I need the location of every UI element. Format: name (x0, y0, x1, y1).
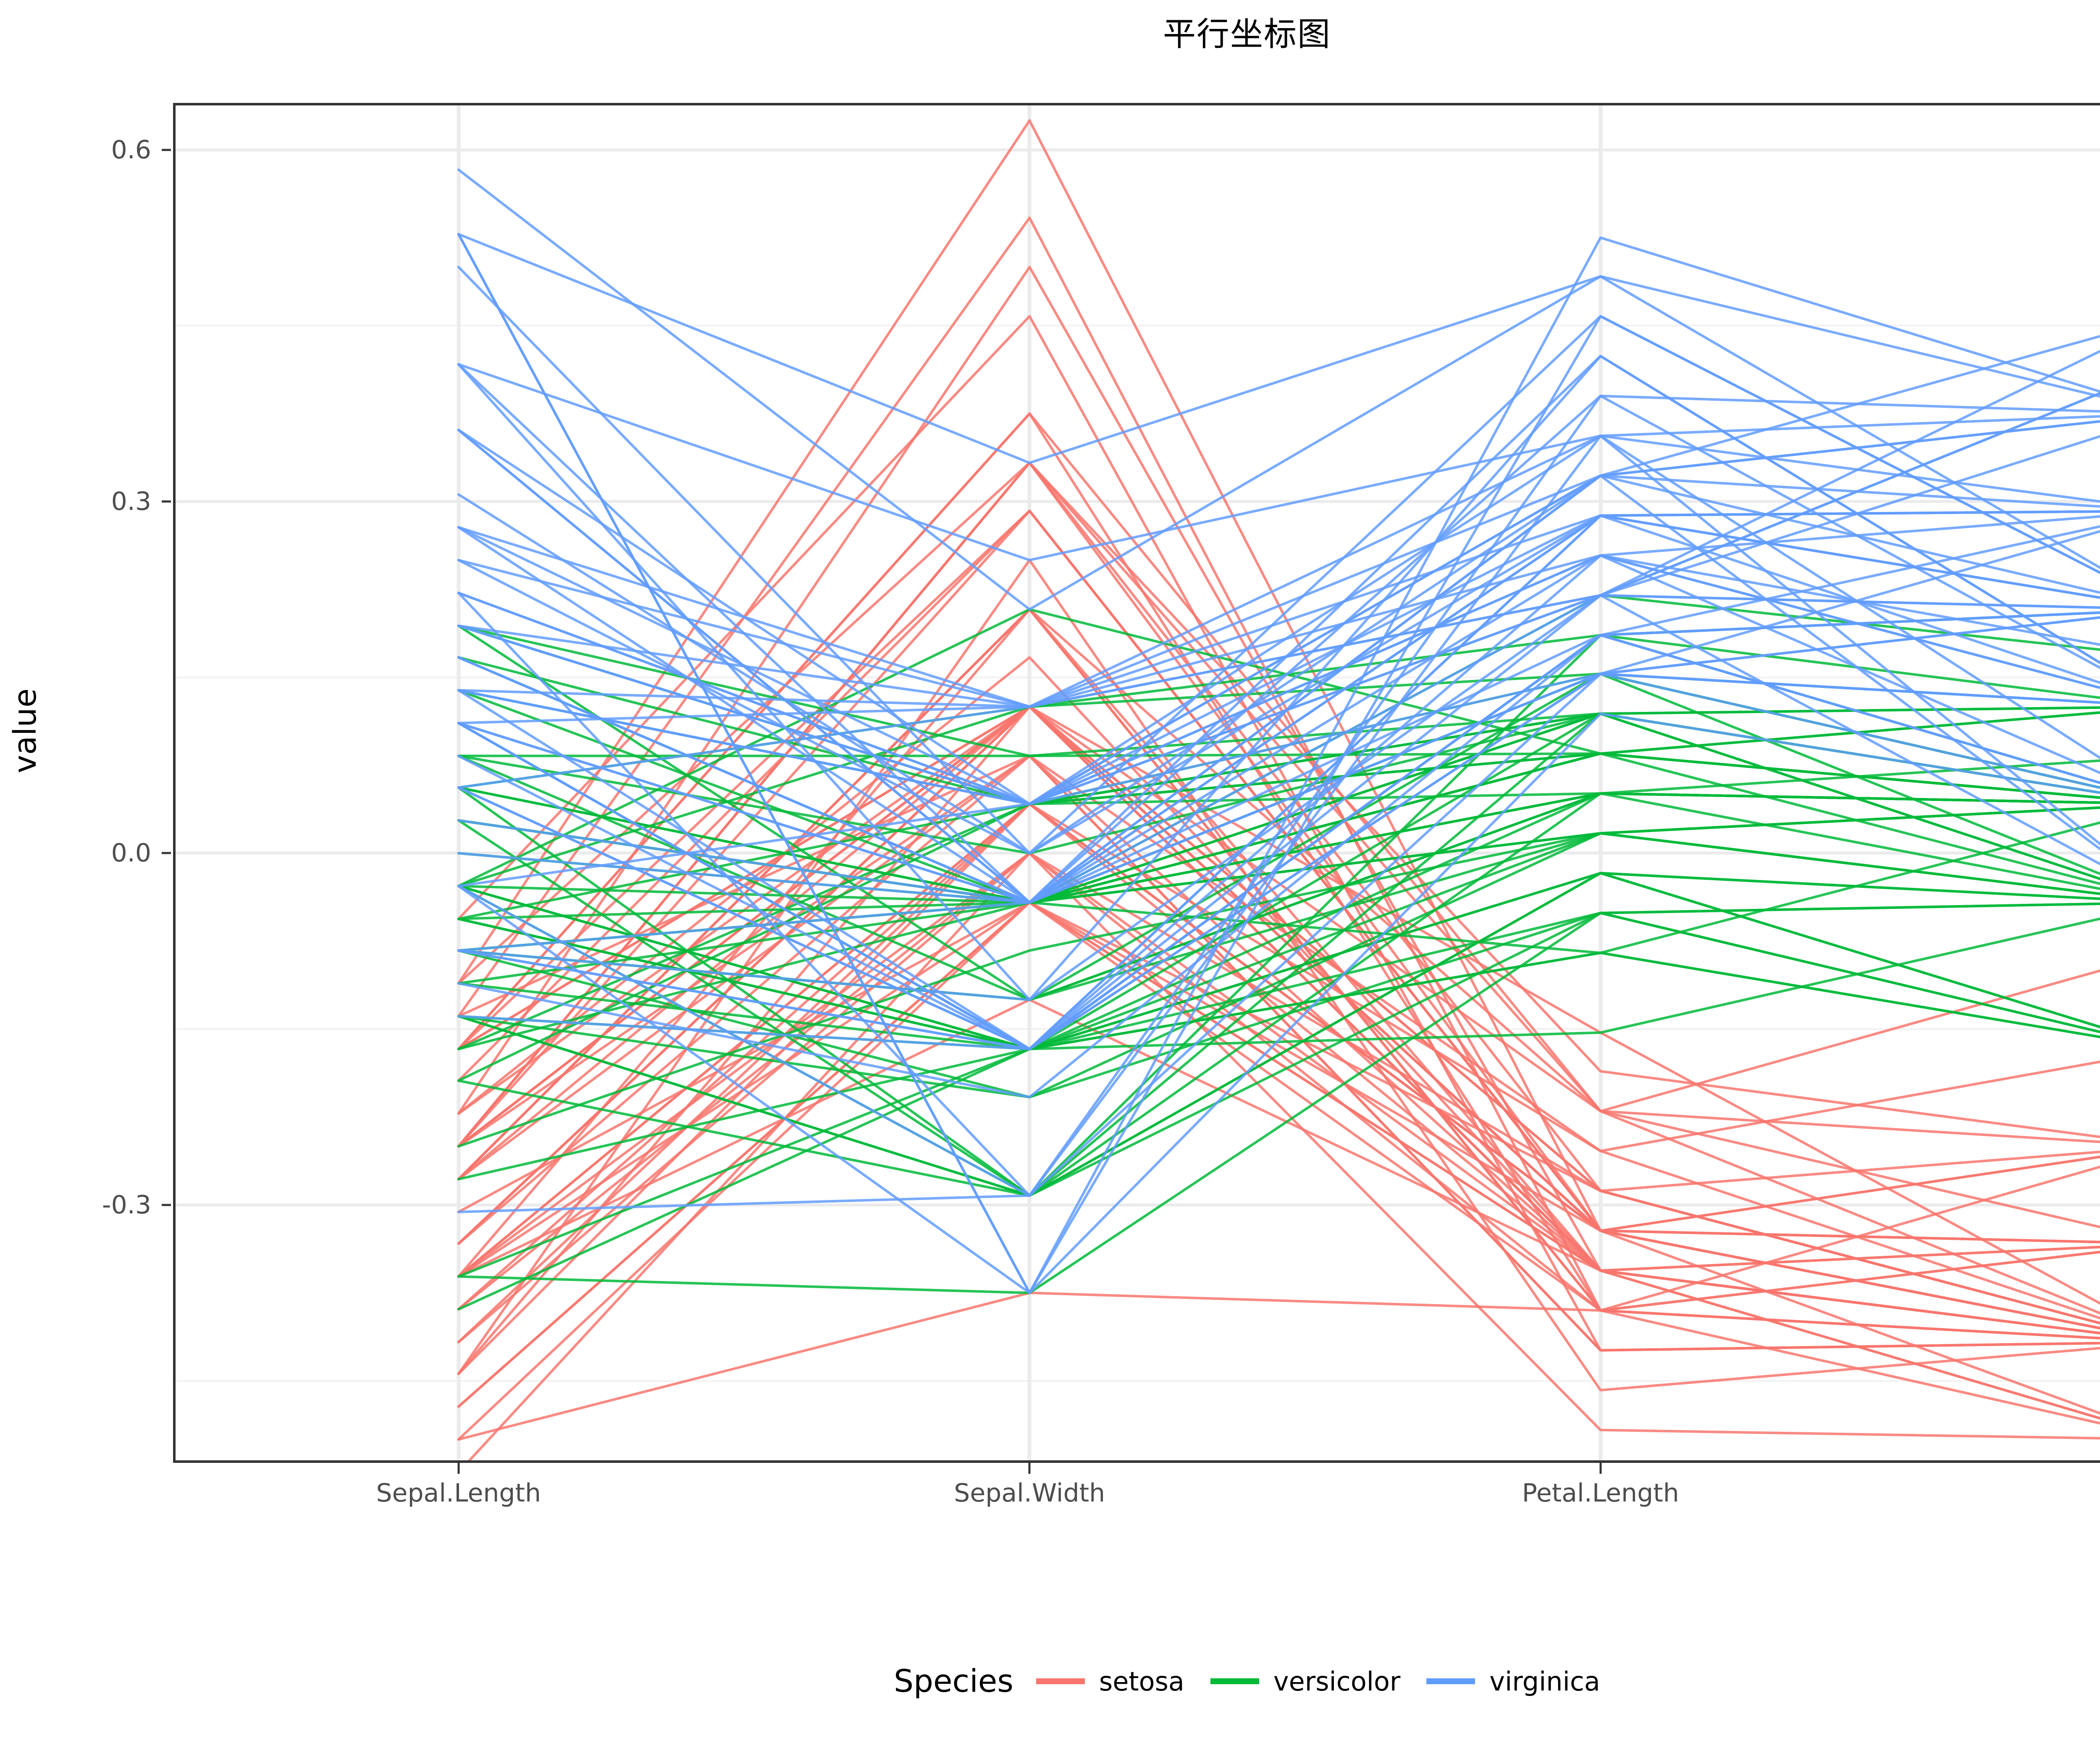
y-axis-tick-label: 0.3 (111, 487, 151, 517)
observation-line (457, 901, 2100, 1408)
y-axis-tick-marks (162, 0, 174, 1764)
observation-line (457, 852, 2100, 1420)
y-axis-tick-label: -0.3 (102, 1190, 151, 1220)
legend-item-label: virginica (1489, 1666, 1600, 1697)
y-axis-tick-mark (162, 500, 171, 503)
observation-line (457, 911, 2100, 1197)
gridline-major-vertical (457, 103, 461, 1463)
y-axis-tick-label: 0.0 (111, 838, 151, 868)
legend-key-swatch (1426, 1678, 1475, 1684)
gridline-major-horizontal (173, 148, 2100, 152)
observation-line (457, 594, 2100, 1050)
legend-item-virginica[interactable]: virginica (1426, 1666, 1600, 1697)
observation-line (457, 526, 2100, 708)
observation-line (457, 792, 2100, 1197)
gridline-major-vertical (1027, 103, 1032, 1463)
legend-item-label: versicolor (1273, 1666, 1401, 1697)
parallel-coordinates-lines (457, 119, 2100, 1463)
observation-line (457, 1250, 2100, 1441)
legend-item-label: setosa (1099, 1666, 1184, 1697)
observation-line (457, 335, 2100, 708)
x-axis-tick-mark (457, 1463, 460, 1474)
observation-line (457, 474, 2100, 855)
gridline-minor-horizontal (173, 1380, 2100, 1382)
legend-items: setosa versicolor virginica (1036, 1666, 1600, 1697)
observation-line (457, 168, 2100, 611)
legend-key-swatch (1210, 1678, 1259, 1684)
observation-line (457, 363, 2100, 562)
observation-line (457, 233, 2100, 1294)
observation-line (457, 233, 2100, 464)
x-axis-tick-marks (173, 1463, 2100, 1475)
observation-line (457, 354, 2100, 1001)
observation-line (457, 434, 2100, 708)
observation-line (457, 706, 2100, 1197)
y-axis-tick-mark (162, 852, 171, 854)
x-axis-tick-mark (1028, 1463, 1031, 1474)
gridline-minor-horizontal (173, 325, 2100, 327)
series-virginica (457, 168, 2100, 1294)
x-axis-tick-label: Sepal.Length (376, 1478, 541, 1508)
y-axis-tick-mark (162, 1204, 171, 1206)
observation-line (457, 917, 2100, 1181)
legend-item-versicolor[interactable]: versicolor (1210, 1666, 1401, 1697)
gridline-minor-horizontal (173, 1028, 2100, 1030)
y-axis-title-label: value (7, 688, 44, 774)
observation-line (457, 554, 2100, 904)
x-axis-tick-labels: Sepal.LengthSepal.WidthPetal.LengthPetal… (173, 1478, 2100, 1525)
observation-line (457, 672, 2100, 887)
y-axis-tick-mark (162, 149, 171, 151)
gridline-major-vertical (1599, 103, 1603, 1463)
observation-line (457, 514, 2100, 904)
legend: Species setosa versicolor virginica (0, 1663, 2100, 1699)
observation-line (457, 911, 2100, 1099)
gridline-major-horizontal (173, 1203, 2100, 1207)
plot-panel (173, 103, 2100, 1463)
observation-line (457, 901, 2100, 1278)
legend-key-swatch (1036, 1678, 1085, 1684)
observation-line (457, 803, 2100, 1375)
x-axis-tick-label: Sepal.Width (954, 1478, 1105, 1508)
x-axis-tick-label: Petal.Length (1522, 1478, 1679, 1508)
observation-line (457, 434, 2100, 1197)
observation-line (457, 634, 2100, 904)
observation-line (457, 712, 2100, 1294)
observation-line (457, 594, 2100, 806)
observation-line (457, 420, 2100, 806)
observation-line (457, 616, 2100, 952)
legend-title: Species (894, 1663, 1013, 1699)
y-axis-tick-labels: 0.6 0.3 0.0 -0.3 (55, 0, 151, 1764)
x-axis-tick-mark (1599, 1463, 1602, 1474)
gridline-major-horizontal (173, 500, 2100, 503)
observation-line (457, 902, 2100, 1050)
observation-line (457, 594, 2100, 789)
observation-line (457, 349, 2100, 806)
page-title: 平行坐标图 (1163, 16, 1331, 53)
legend-item-setosa[interactable]: setosa (1036, 1666, 1184, 1697)
observation-line (457, 951, 2100, 1278)
observation-line (457, 394, 2100, 1197)
y-axis-title: value (0, 0, 50, 1462)
observation-line (457, 832, 2100, 1050)
observation-line (457, 611, 2100, 1050)
y-axis-tick-label: 0.6 (111, 135, 151, 165)
